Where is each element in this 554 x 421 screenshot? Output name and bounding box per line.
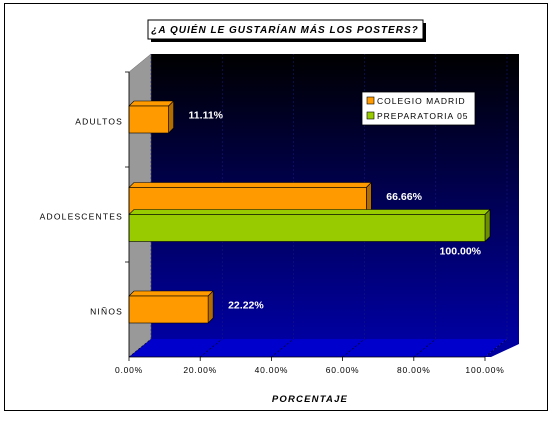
bar-side-0-0 (168, 100, 174, 134)
legend-swatch-preparatoria-05 (366, 111, 375, 120)
bar-top-2-0 (128, 290, 214, 297)
y-category-label-2: NIÑOS (90, 307, 123, 317)
floor-gridline-1 (200, 338, 223, 358)
title-shadow (423, 23, 426, 42)
floor-gridline-3 (342, 338, 365, 358)
legend-label-colegio-madrid: COLEGIO MADRID (377, 96, 466, 106)
data-label-2-0: 22.22% (228, 300, 264, 312)
floor-gridline-2 (271, 338, 294, 358)
data-label-1-1: 100.00% (440, 246, 482, 258)
data-label-0-0: 11.11% (189, 110, 224, 122)
bar-side-1-1 (484, 208, 491, 243)
x-tick-label-1: 20.00% (183, 365, 217, 375)
legend-label-preparatoria-05: PREPARATORIA 05 (377, 111, 469, 121)
bar-2-0 (128, 295, 209, 324)
x-tick-label-5: 100.00% (465, 365, 504, 375)
bar-1-1 (128, 214, 486, 242)
x-tick-label-2: 40.00% (255, 365, 289, 375)
legend-box (361, 91, 476, 126)
legend-swatch-colegio-madrid (366, 96, 375, 105)
bar-side-2-0 (207, 290, 214, 324)
chart-frame: 11.11% 66.66% 100.00% 22.22% 0.00% 20.00% 40.… (4, 3, 548, 411)
x-tick-label-4: 80.00% (397, 365, 431, 375)
plot-floor-edge (485, 339, 519, 357)
x-tick-label-3: 60.00% (326, 365, 360, 375)
bar-chart: 11.11% 66.66% 100.00% 22.22% 0.00% 20.00% 40.… (40, 19, 519, 405)
x-tick-label-0: 0.00% (115, 365, 143, 375)
chart-title: ¿A QUIÉN LE GUSTARÍAN MÁS LOS POSTERS? (151, 23, 418, 36)
plot-floor (129, 339, 507, 357)
data-label-1-0: 66.66% (386, 191, 422, 203)
bars: 11.11% 66.66% 100.00% 22.22% (128, 100, 491, 324)
y-category-label-1: ADOLESCENTES (40, 212, 123, 222)
bar-0-0 (128, 105, 169, 134)
floor-gridline-4 (413, 338, 436, 358)
axis-ticks: 0.00% 20.00% 40.00% 60.00% 80.00% 100.00% ADUL… (40, 71, 504, 375)
x-axis-title: PORCENTAJE (272, 394, 348, 405)
bar-top-1-1 (128, 209, 491, 215)
title-shadow-bottom (151, 39, 426, 42)
y-category-label-0: ADULTOS (75, 117, 123, 127)
bar-top-0-0 (128, 100, 175, 107)
floor-gridline-0 (128, 338, 152, 358)
bar-top-1-0 (128, 182, 373, 188)
floor-gridline-5 (484, 338, 508, 358)
